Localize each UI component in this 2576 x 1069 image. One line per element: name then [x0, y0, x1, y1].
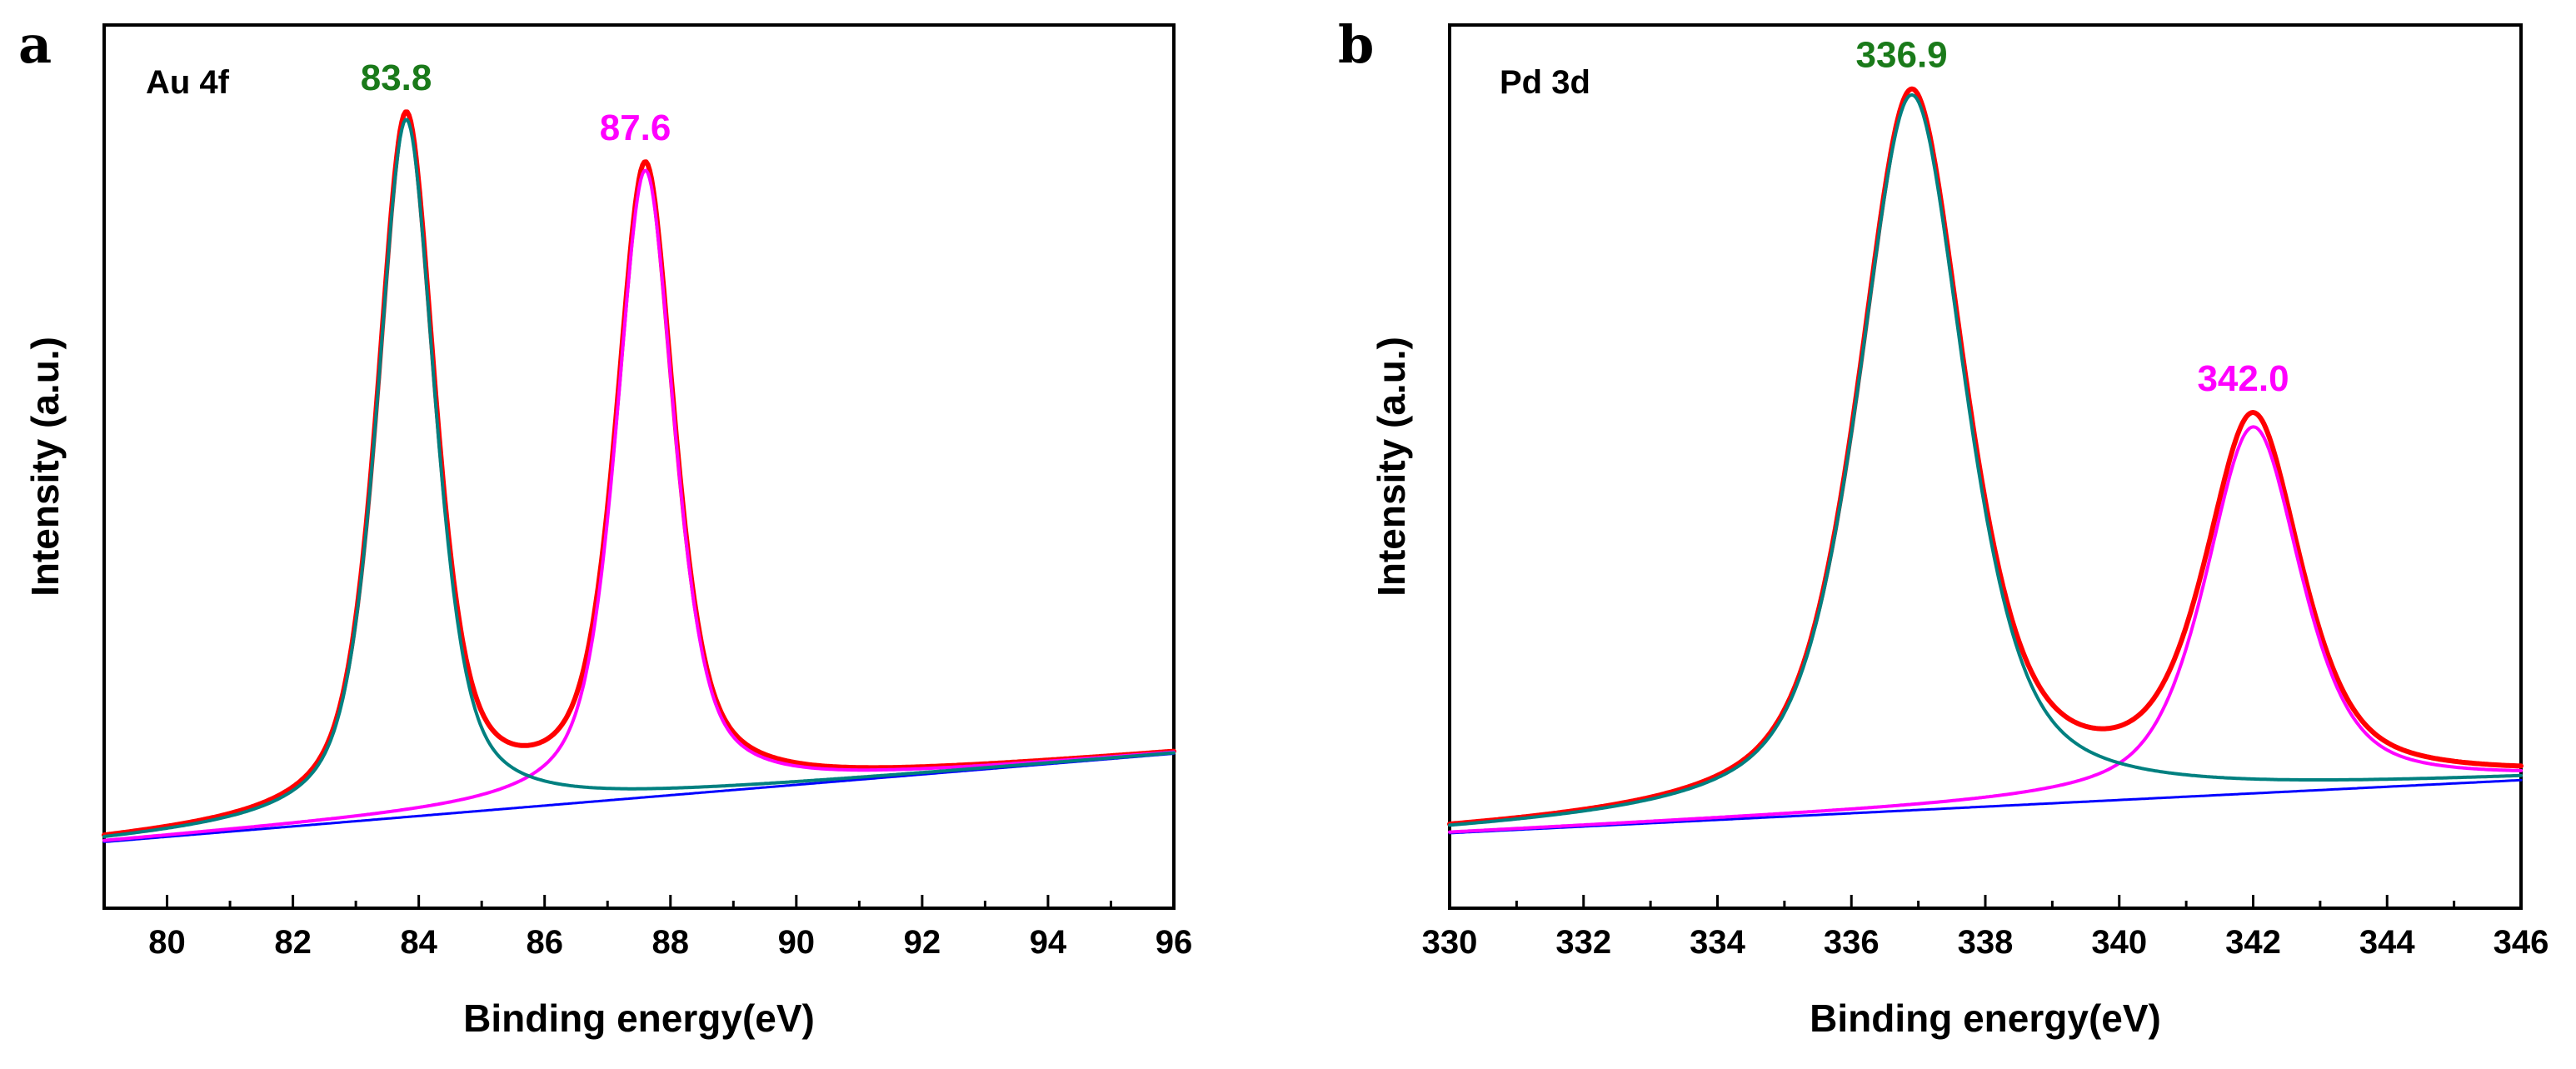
x-tick-label: 330 [1422, 924, 1478, 961]
x-axis-title-a: Binding energy(eV) [463, 997, 815, 1040]
x-tick-label: 92 [904, 924, 941, 961]
series-component-2 [1448, 425, 2523, 834]
series-background [1448, 778, 2523, 835]
x-tick-label: 332 [1555, 924, 1611, 961]
peak-label: 87.6 [600, 107, 671, 148]
element-label-pd3d: Pd 3d [1500, 64, 1590, 101]
curves-b [1447, 86, 2524, 835]
panel-letter-b: b [1338, 14, 1374, 75]
x-tick-label: 342 [2225, 924, 2281, 961]
x-tick-label: 82 [274, 924, 312, 961]
x-ticks-b [1448, 895, 2523, 908]
x-tick-labels-a: 80 82 84 86 88 90 92 94 96 [148, 924, 1192, 961]
peak-label: 83.8 [361, 57, 432, 98]
x-tick-label: 86 [526, 924, 563, 961]
plot-frame-b [1448, 23, 2523, 910]
x-tick-label: 96 [1156, 924, 1193, 961]
series-component-1 [1448, 92, 2523, 827]
y-axis-title-a: Intensity (a.u.) [23, 337, 67, 597]
x-axis-title-b: Binding energy(eV) [1810, 997, 2161, 1040]
x-ticks-a [102, 895, 1176, 908]
x-tick-label: 90 [778, 924, 816, 961]
series-component-2 [102, 168, 1176, 842]
x-tick-label: 80 [148, 924, 186, 961]
panel-letter-a: a [18, 14, 52, 75]
series-envelope [102, 109, 1176, 838]
series-component-1 [102, 117, 1176, 838]
x-tick-label: 340 [2091, 924, 2147, 961]
curves-a [102, 109, 1176, 843]
panel-b: b Pd 3d Binding energy(eV) Intensity (a.… [1338, 14, 2549, 1040]
x-tick-label: 338 [1958, 924, 2014, 961]
plot-frame-a [102, 23, 1176, 910]
y-axis-title-b: Intensity (a.u.) [1370, 337, 1413, 597]
x-tick-label: 94 [1030, 924, 1067, 961]
x-tick-label: 344 [2359, 924, 2415, 961]
peak-labels-a: 83.8 87.6 [361, 57, 671, 148]
element-label-au4f: Au 4f [146, 64, 230, 101]
x-tick-label: 334 [1690, 924, 1745, 961]
peak-label: 336.9 [1856, 35, 1948, 76]
x-tick-labels-b: 330 332 334 336 338 340 342 344 346 [1422, 924, 2549, 961]
peak-labels-b: 336.9 342.0 [1856, 35, 2289, 399]
panel-a: a Au 4f Binding energy(eV) Intensity (a.… [18, 14, 1192, 1040]
x-tick-label: 88 [652, 924, 690, 961]
x-tick-label: 84 [400, 924, 437, 961]
peak-label: 342.0 [2197, 358, 2289, 399]
x-tick-label: 336 [1824, 924, 1880, 961]
series-envelope [1447, 86, 2524, 827]
x-tick-label: 346 [2494, 924, 2549, 961]
